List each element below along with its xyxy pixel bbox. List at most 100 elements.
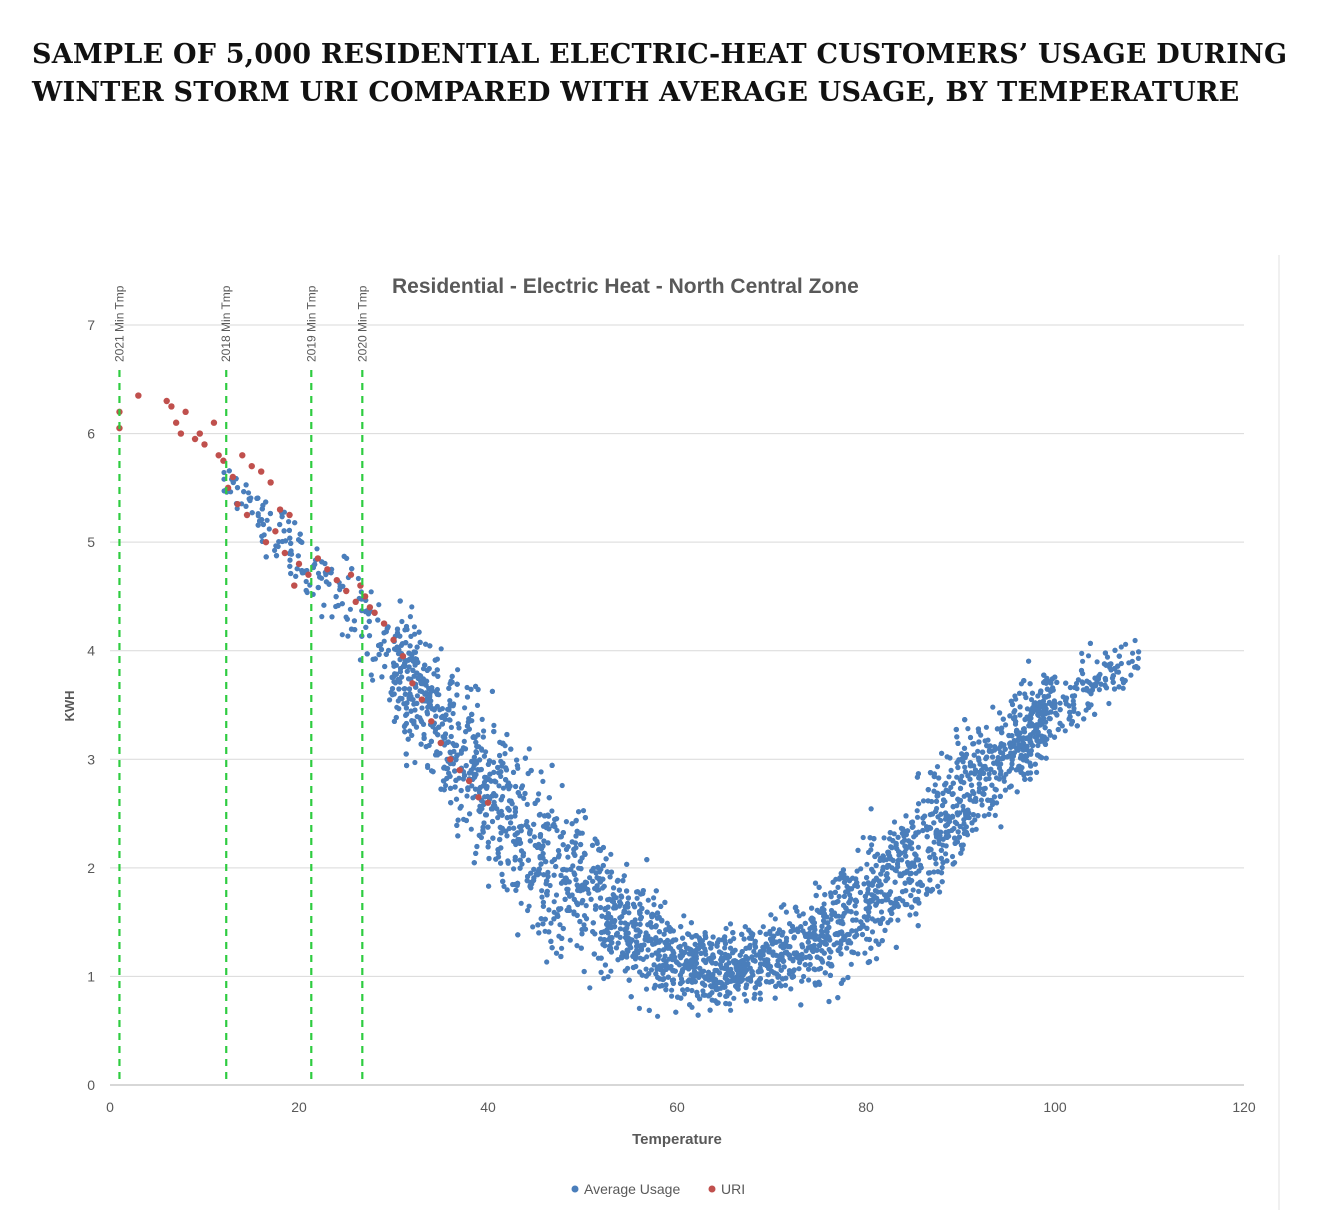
average-usage-point	[1118, 660, 1124, 667]
average-usage-point	[512, 813, 518, 819]
average-usage-point	[757, 996, 764, 1002]
average-usage-point	[1027, 737, 1033, 744]
average-usage-point	[992, 812, 998, 819]
average-usage-point	[895, 834, 901, 840]
average-usage-point	[548, 920, 554, 926]
average-usage-point	[537, 832, 544, 838]
average-usage-point	[803, 948, 809, 954]
average-usage-point	[564, 867, 570, 873]
average-usage-point	[899, 830, 906, 836]
average-usage-point	[981, 813, 988, 819]
average-usage-point	[927, 770, 934, 776]
average-usage-point	[661, 931, 667, 937]
average-usage-point	[409, 652, 415, 658]
average-usage-point	[986, 811, 992, 818]
average-usage-point	[866, 849, 872, 856]
average-usage-point	[288, 570, 294, 577]
average-usage-point	[888, 856, 894, 862]
average-usage-point	[296, 537, 302, 543]
average-usage-point	[779, 932, 785, 938]
average-usage-point	[914, 814, 921, 820]
average-usage-point	[677, 972, 684, 978]
average-usage-point	[476, 767, 482, 773]
average-usage-point	[500, 785, 506, 791]
average-usage-point	[589, 868, 595, 874]
average-usage-point	[681, 913, 687, 919]
average-usage-point	[402, 691, 408, 697]
average-usage-point	[383, 651, 389, 657]
average-usage-point	[464, 793, 470, 799]
average-usage-point	[602, 943, 608, 949]
average-usage-point	[962, 764, 968, 770]
average-usage-point	[741, 936, 747, 942]
average-usage-point	[785, 943, 791, 950]
average-usage-point	[541, 872, 547, 878]
average-usage-point	[1075, 711, 1081, 717]
average-usage-point	[472, 786, 479, 792]
average-usage-point	[381, 638, 387, 644]
average-usage-point	[552, 824, 558, 830]
average-usage-point	[449, 679, 455, 685]
average-usage-point	[622, 934, 629, 941]
average-usage-point	[1014, 789, 1020, 795]
average-usage-point	[677, 953, 683, 959]
average-usage-point	[403, 640, 409, 646]
x-tick-label: 100	[1043, 1099, 1067, 1115]
average-usage-point	[340, 583, 346, 589]
average-usage-point	[816, 884, 822, 890]
average-usage-point	[525, 873, 531, 880]
average-usage-point	[975, 755, 982, 761]
average-usage-point	[640, 956, 646, 962]
average-usage-point	[670, 948, 676, 954]
average-usage-point	[963, 751, 970, 758]
average-usage-point	[528, 767, 534, 774]
average-usage-point	[688, 972, 694, 978]
average-usage-point	[612, 924, 618, 930]
average-usage-point	[345, 633, 351, 639]
average-usage-point	[454, 752, 460, 758]
average-usage-point	[266, 526, 272, 532]
average-usage-point	[722, 984, 728, 990]
average-usage-point	[781, 964, 787, 970]
average-usage-point	[879, 938, 885, 944]
average-usage-point	[435, 673, 441, 679]
average-usage-point	[403, 751, 409, 757]
average-usage-point	[916, 900, 922, 906]
average-usage-point	[404, 700, 410, 706]
average-usage-point	[991, 770, 998, 776]
average-usage-point	[638, 891, 644, 897]
average-usage-point	[1027, 776, 1033, 782]
average-usage-point	[1062, 728, 1068, 734]
average-usage-point	[880, 864, 886, 871]
average-usage-point	[364, 651, 370, 657]
average-usage-point	[594, 883, 600, 889]
average-usage-point	[891, 819, 898, 825]
average-usage-point	[840, 875, 847, 881]
average-usage-point	[637, 910, 643, 916]
average-usage-point	[497, 752, 503, 759]
average-usage-point	[871, 836, 877, 842]
average-usage-point	[652, 982, 658, 989]
average-usage-point	[273, 553, 280, 559]
average-usage-point	[708, 958, 714, 964]
average-usage-point	[770, 926, 777, 932]
average-usage-point	[799, 951, 805, 957]
average-usage-point	[560, 830, 566, 836]
average-usage-point	[811, 920, 818, 926]
average-usage-point	[705, 969, 712, 975]
average-usage-point	[501, 883, 507, 890]
average-usage-point	[908, 870, 914, 876]
average-usage-point	[372, 656, 378, 662]
average-usage-point	[461, 738, 467, 745]
average-usage-point	[234, 485, 241, 491]
average-usage-point	[504, 815, 510, 821]
average-usage-point	[573, 877, 579, 883]
average-usage-point	[669, 987, 675, 993]
average-usage-point	[837, 945, 843, 951]
average-usage-point	[776, 963, 782, 969]
average-usage-point	[480, 827, 486, 834]
average-usage-point	[861, 881, 867, 887]
average-usage-point	[939, 750, 945, 756]
average-usage-point	[617, 899, 623, 905]
average-usage-point	[376, 602, 382, 608]
